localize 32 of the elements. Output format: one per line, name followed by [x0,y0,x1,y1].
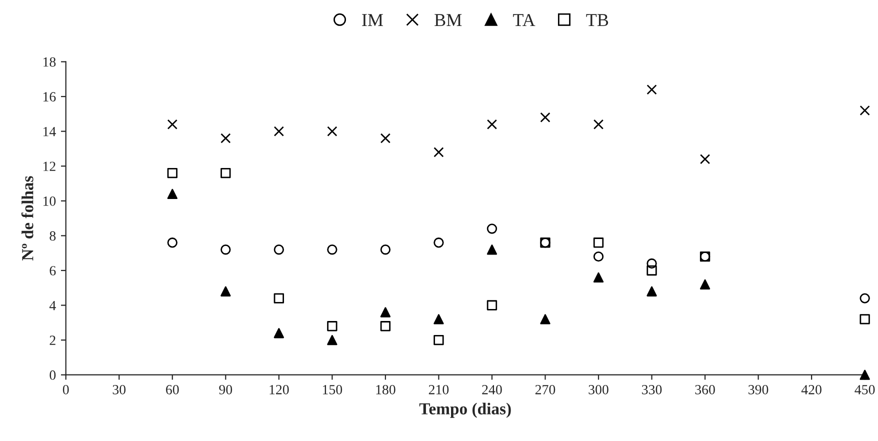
y-tick-label: 10 [43,196,56,206]
x-tick-label: 270 [535,384,556,394]
x-tick-label: 120 [270,384,289,394]
y-tick-label: 6 [50,266,56,276]
x-tick-label: 390 [748,384,768,394]
legend-label: TA [513,14,536,26]
x-tick-label: 0 [62,384,69,394]
y-axis-title: Nº de folhas [21,176,34,261]
y-tick-label: 14 [43,126,56,136]
y-tick-label: 2 [50,336,56,345]
x-axis-title: Tempo (dias) [419,402,511,418]
y-tick-label: 4 [49,300,56,310]
x-tick-label: 450 [854,384,875,394]
legend-label: BM [434,14,462,26]
y-tick-label: 16 [43,92,56,102]
x-tick-label: 90 [219,384,232,394]
y-tick-label: 18 [43,57,56,67]
y-tick-label: 0 [50,370,56,380]
x-tick-label: 300 [588,384,608,394]
y-tick-label: 12 [43,162,56,171]
x-tick-label: 330 [642,384,662,394]
x-tick-label: 420 [801,384,822,394]
x-tick-label: 210 [428,384,449,394]
legend-label: TB [586,14,608,26]
x-tick-label: 240 [482,384,502,394]
y-tick-label: 8 [50,231,56,241]
x-tick-label: 30 [112,384,126,394]
x-tick-label: 150 [322,384,342,394]
legend-label: IM [362,14,383,26]
x-tick-label: 60 [166,384,179,394]
x-tick-label: 180 [376,384,396,394]
x-tick-label: 360 [695,384,715,394]
